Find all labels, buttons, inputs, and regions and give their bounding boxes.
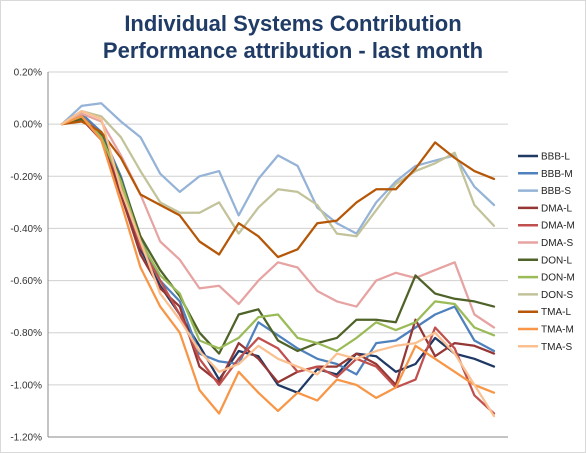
legend-label: DMA-M [541, 221, 575, 232]
legend-label: DON-M [541, 273, 575, 284]
legend-label: TMA-M [541, 325, 574, 336]
chart-title-block: Individual Systems Contribution Performa… [0, 10, 586, 64]
legend-label: DON-S [541, 290, 574, 301]
legend-label: DMA-S [541, 238, 574, 249]
chart-title: Individual Systems Contribution [124, 11, 462, 36]
y-tick-label: -1.00% [10, 380, 42, 391]
series-line-don-l [60, 117, 496, 355]
legend-label: TMA-L [541, 307, 571, 318]
legend: BBB-L BBB-M BBB-S DMA-L DMA-M DMA-S DON-L DON-M… [518, 152, 575, 353]
series-line-tma-m [60, 115, 496, 415]
series-lines [60, 102, 496, 418]
series-line-tma-s [60, 109, 496, 418]
y-tick-label: -1.20% [10, 433, 42, 444]
series-line-tma-l [60, 120, 496, 259]
y-axis: 0.20% 0.00% -0.20% -0.40% -0.60% -0.80% -1.00%… [10, 68, 49, 444]
y-tick-label: -0.40% [10, 224, 42, 235]
series-line-dma-l [60, 117, 496, 387]
series-line-dma-m [60, 115, 496, 415]
legend-label: BBB-M [541, 169, 573, 180]
legend-label: BBB-L [541, 152, 570, 163]
legend-label: DMA-L [541, 203, 573, 214]
y-tick-label: 0.20% [14, 68, 42, 79]
chart-subtitle: Performance attribution - last month [102, 38, 484, 63]
y-tick-label: 0.00% [14, 120, 42, 131]
legend-label: BBB-S [541, 186, 571, 197]
legend-label: DON-L [541, 255, 573, 266]
series-line-don-s [60, 109, 496, 238]
y-tick-label: -0.20% [10, 172, 42, 183]
y-tick-label: -0.80% [10, 328, 42, 339]
y-tick-label: -0.60% [10, 276, 42, 287]
series-line-bbb-s [60, 102, 496, 235]
legend-label: TMA-S [541, 342, 572, 353]
